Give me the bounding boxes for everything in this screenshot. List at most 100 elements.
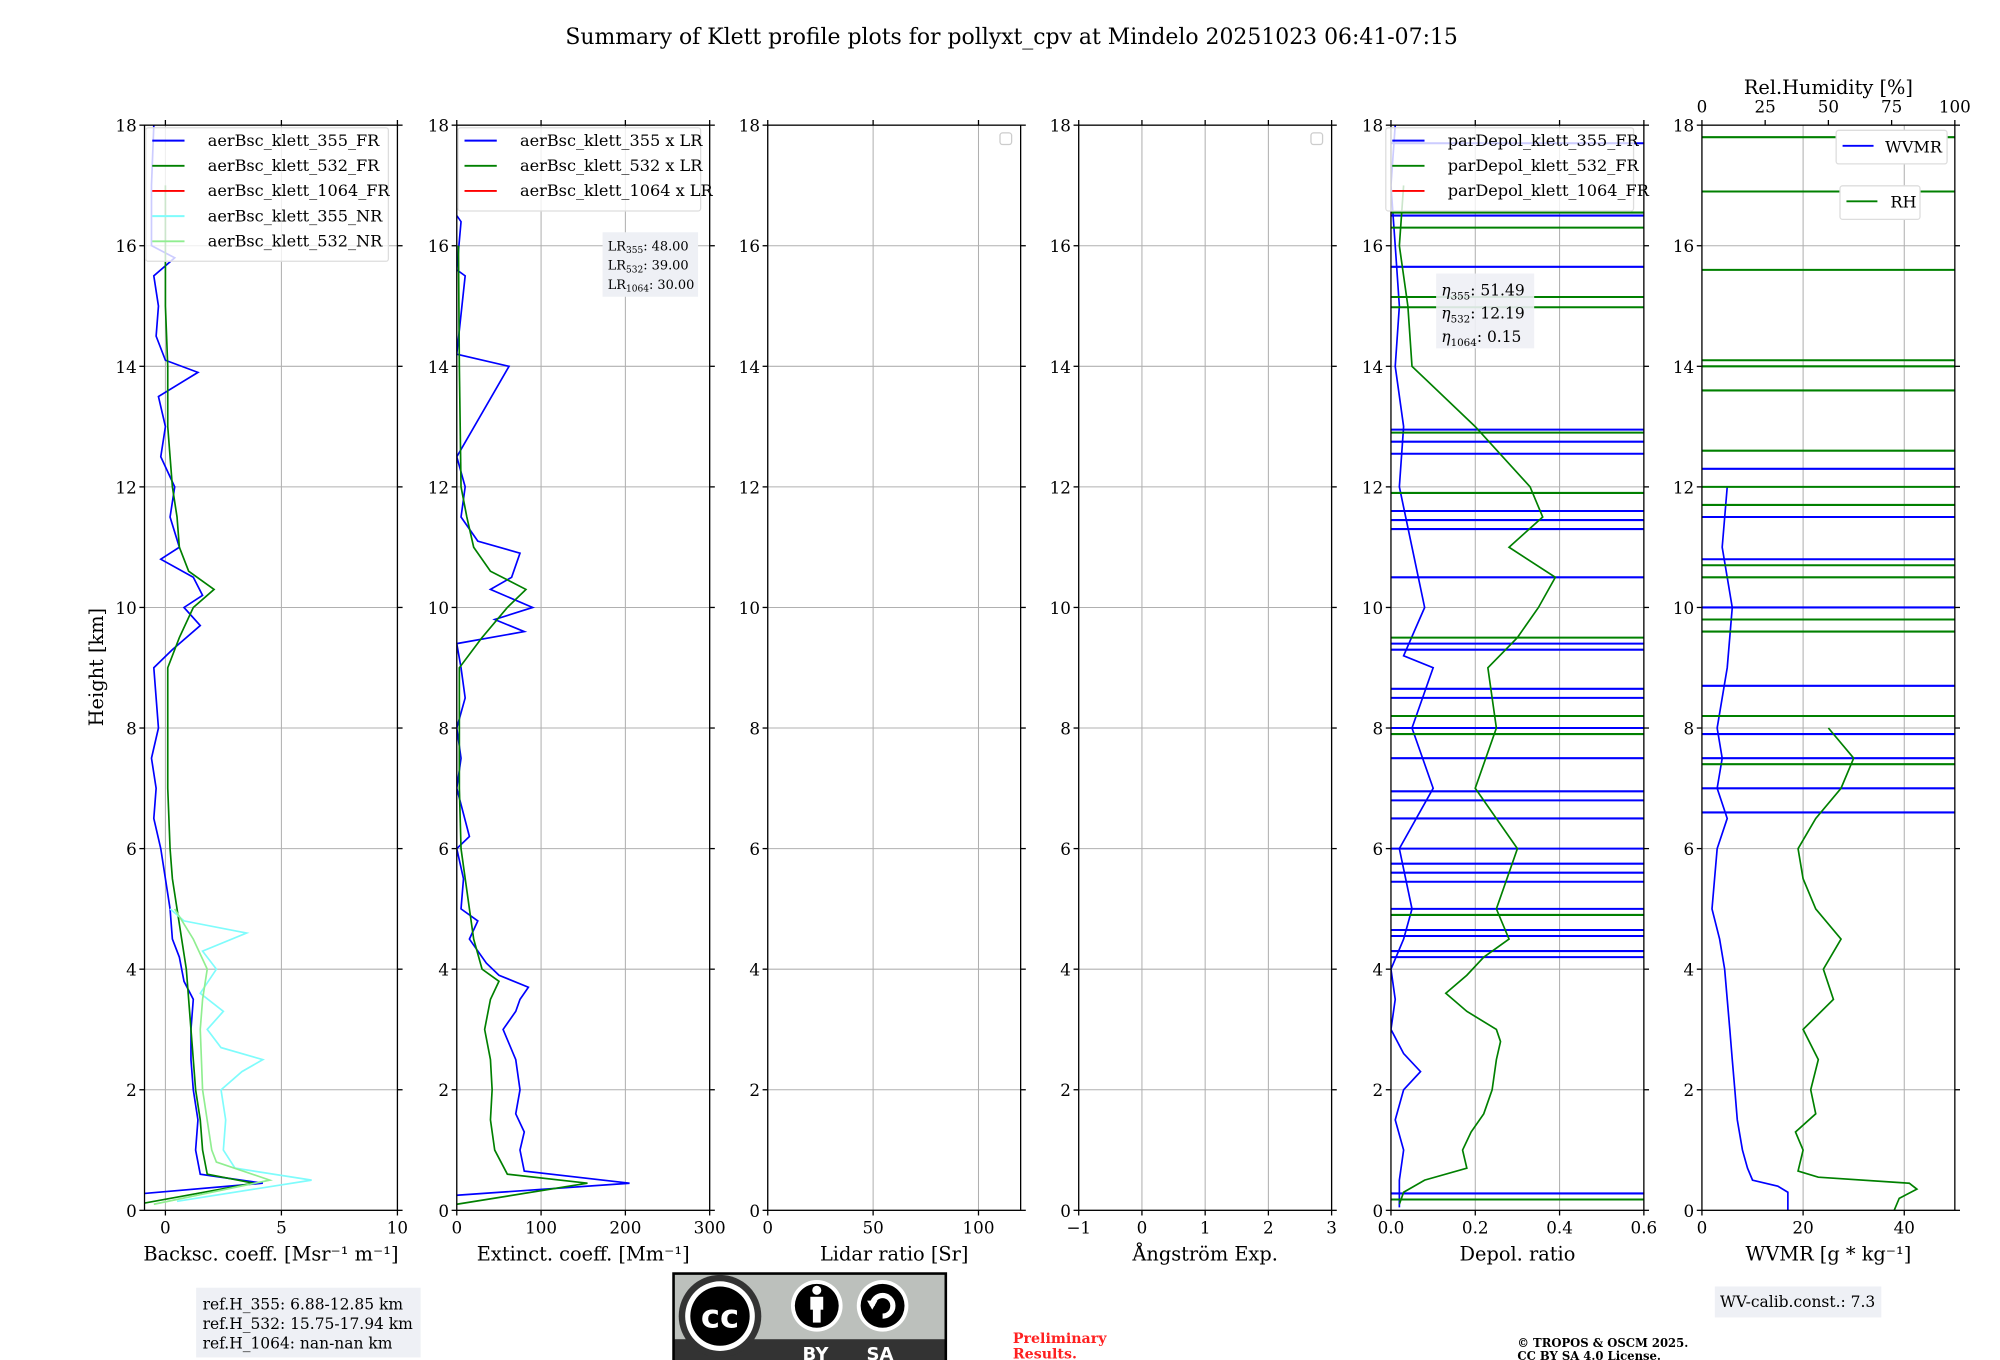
y-tick-label: 16 — [1673, 236, 1694, 256]
y-tick-label: 16 — [1050, 236, 1071, 256]
series-line-aerBsc_klett_532 x LR — [456, 245, 588, 1206]
y-tick-label: 12 — [1050, 477, 1071, 497]
axes-frame — [1078, 124, 1333, 1211]
axes-frame — [143, 124, 399, 1211]
y-tick-label: 0 — [126, 1201, 137, 1221]
ref-height-532: ref.H_532: 15.75-17.94 km — [203, 1315, 414, 1333]
axes-frame — [767, 124, 1022, 1211]
y-tick-label: 18 — [428, 116, 449, 136]
series-group — [1390, 125, 1644, 1208]
panel-lidar_ratio: 0 2 4 6 8 10 12 14 16 18 0 50 100 Lidar ratio [Sr] — [739, 116, 1026, 1266]
legend-label: WVMR — [1885, 137, 1943, 156]
x-axis-label: Depol. ratio — [1459, 1243, 1575, 1266]
ref-height-355: ref.H_355: 6.88-12.85 km — [203, 1296, 404, 1314]
y-tick-label: 0 — [438, 1201, 449, 1221]
y-tick-label: 8 — [1060, 718, 1071, 738]
x-axis-label: Backsc. coeff. [Msr⁻¹ m⁻¹] — [143, 1243, 398, 1266]
x-tick-label: 0.6 — [1631, 1218, 1658, 1238]
x-tick-label: 0 — [1137, 1218, 1148, 1238]
y-tick-label: 14 — [739, 357, 760, 377]
series-line-parDepol_klett_355_FR — [1390, 125, 1435, 1208]
lidar-ratio-355: LR355: 48.00 — [608, 239, 689, 256]
eta-355: η355: 51.49 — [1441, 281, 1524, 302]
legend-label: aerBsc_klett_355_NR — [208, 206, 383, 225]
figure-title: Summary of Klett profile plots for polly… — [565, 25, 1458, 50]
panel-backscatter: 0 2 4 6 8 10 12 14 16 18 0 5 10 Backsc. coeff. [Msr⁻¹… — [115, 116, 408, 1266]
x-tick-label: 0 — [762, 1218, 773, 1238]
y-tick-label: 12 — [428, 477, 449, 497]
x2-tick-label: 75 — [1881, 96, 1902, 116]
y-tick-label: 12 — [115, 477, 136, 497]
y-tick-label: 8 — [438, 718, 449, 738]
y-tick-label: 16 — [428, 236, 449, 256]
x-axis-label: Extinct. coeff. [Mm⁻¹] — [477, 1243, 690, 1266]
y-tick-label: 8 — [1373, 718, 1384, 738]
y-tick-label: 14 — [428, 357, 449, 377]
y-tick-label: 14 — [1673, 357, 1694, 377]
lidar-ratio-1064: LR1064: 30.00 — [608, 278, 695, 295]
y-tick-label: 2 — [1684, 1080, 1695, 1100]
series-group — [144, 125, 312, 1206]
x-tick-label: 0 — [451, 1218, 462, 1238]
cc-by-sa-logo: cc BY SA — [672, 1272, 948, 1360]
legend-label: parDepol_klett_532_FR — [1448, 156, 1640, 175]
y-tick-label: 14 — [115, 357, 136, 377]
legend: aerBsc_klett_355_FR aerBsc_klett_532_FRae… — [145, 127, 390, 262]
y-tick-label: 6 — [1060, 839, 1071, 859]
x-tick-label: 10 — [387, 1218, 408, 1238]
y-tick-label: 0 — [1373, 1201, 1384, 1221]
y-tick-label: 10 — [115, 598, 136, 618]
y-tick-label: 18 — [1673, 116, 1694, 136]
y-tick-label: 16 — [1362, 236, 1383, 256]
y-tick-label: 14 — [1362, 357, 1383, 377]
x-tick-label: 200 — [609, 1218, 641, 1238]
x-tick-label: −1 — [1066, 1218, 1091, 1238]
y-tick-label: 14 — [1050, 357, 1071, 377]
y-tick-label: 12 — [1362, 477, 1383, 497]
x-tick-label: 20 — [1792, 1218, 1813, 1238]
y-tick-label: 6 — [126, 839, 137, 859]
y-tick-label: 4 — [438, 960, 449, 980]
y-tick-label: 10 — [1362, 598, 1383, 618]
legend-label: aerBsc_klett_532 x LR — [520, 156, 703, 175]
legend-wvmr: WVMR — [1835, 129, 1948, 165]
y-tick-label: 18 — [1050, 116, 1071, 136]
y-tick-label: 6 — [438, 839, 449, 859]
x-tick-label: 40 — [1894, 1218, 1915, 1238]
legend-label: aerBsc_klett_355_FR — [208, 131, 380, 150]
wv-calib-constant: WV-calib.const.: 7.3 — [1720, 1293, 1875, 1311]
x-axis-label: Lidar ratio [Sr] — [820, 1243, 968, 1266]
y-tick-label: 2 — [1060, 1080, 1071, 1100]
x-tick-label: 2 — [1263, 1218, 1274, 1238]
y-tick-label: 18 — [1362, 116, 1383, 136]
y-tick-label: 2 — [126, 1080, 137, 1100]
y-tick-label: 12 — [739, 477, 760, 497]
y-tick-label: 0 — [1684, 1201, 1695, 1221]
series-line-aerBsc_klett_532_NR — [153, 908, 273, 1206]
y-tick-label: 4 — [749, 960, 760, 980]
y-tick-label: 8 — [749, 718, 760, 738]
empty-legend — [1310, 132, 1324, 146]
x-tick-label: 1 — [1200, 1218, 1211, 1238]
y-axis-label: Height [km] — [85, 608, 108, 726]
x-tick-label: 0.4 — [1546, 1218, 1573, 1238]
legend-label: parDepol_klett_355_FR — [1448, 131, 1640, 150]
legend-label: aerBsc_klett_1064 x LR — [520, 181, 713, 200]
eta-1064: η1064: 0.15 — [1441, 328, 1521, 349]
panel-depol: 0 2 4 6 8 10 12 14 16 18 0.0 0.2 0.4 0.6 Depol. ratio p… — [1362, 116, 1657, 1266]
y-tick-label: 2 — [1373, 1080, 1384, 1100]
lidar-ratio-box: LR355: 48.00 LR532: 39.00 LR1064: 30.00 — [602, 232, 699, 297]
preliminary-label-line2: Results. — [1013, 1347, 1077, 1360]
y-tick-label: 0 — [1060, 1201, 1071, 1221]
x-tick-label: 0 — [160, 1218, 171, 1238]
y-tick-label: 18 — [739, 116, 760, 136]
x2-tick-label: 50 — [1818, 96, 1839, 116]
y-tick-label: 4 — [1373, 960, 1384, 980]
y-tick-label: 4 — [1684, 960, 1695, 980]
y-tick-label: 10 — [739, 598, 760, 618]
preliminary-label-line1: Preliminary — [1013, 1331, 1107, 1347]
